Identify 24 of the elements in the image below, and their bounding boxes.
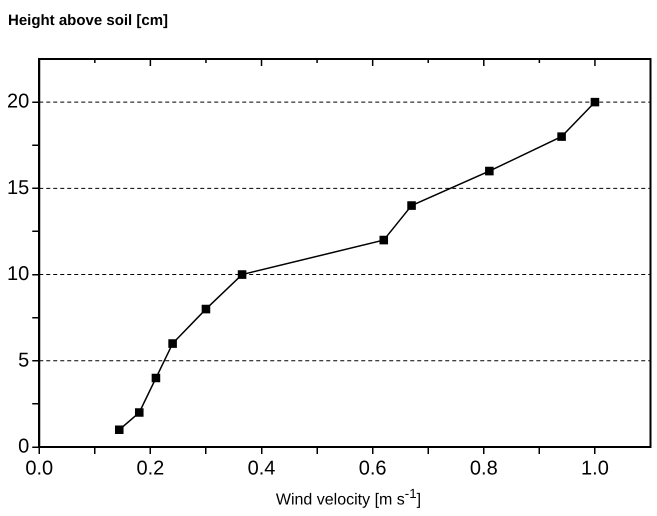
point	[238, 270, 246, 279]
x-axis-title: Wind velocity [m s$^{-1}$]	[274, 486, 422, 510]
point	[557, 132, 566, 141]
x-tick-label: 1.0	[581, 458, 609, 480]
x-tick-label: 0.0	[25, 458, 54, 480]
x-tick-label: 0.4	[248, 458, 276, 480]
y-tick-label: 10	[6, 263, 30, 286]
x-tick-label: 0.2	[136, 458, 164, 480]
point	[379, 236, 388, 244]
point	[168, 339, 177, 348]
point	[407, 201, 416, 210]
point	[134, 408, 144, 417]
point	[590, 98, 600, 106]
x-tick-label: 0.8	[470, 458, 498, 480]
x-tick-label: 0.6	[358, 458, 387, 480]
point	[152, 374, 160, 382]
point	[202, 304, 210, 314]
y-tick-label: 20	[6, 90, 30, 113]
y-tick-label: 15	[6, 176, 30, 199]
y-axis-title: Height above soil [cm]	[8, 12, 168, 29]
point	[114, 425, 124, 434]
y-tick-label: 5	[18, 349, 30, 372]
point	[485, 166, 494, 176]
y-tick-label: 0	[18, 436, 30, 458]
